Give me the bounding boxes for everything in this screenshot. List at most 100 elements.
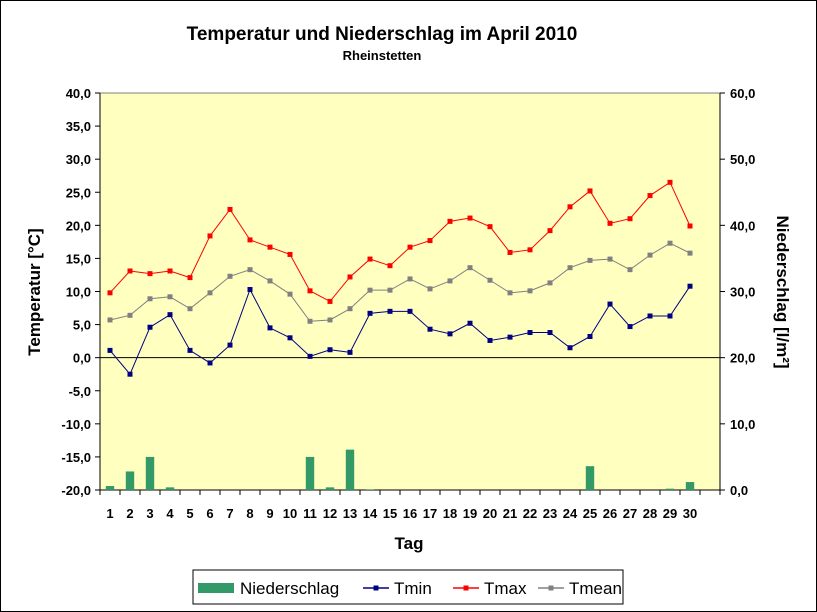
x-tick-label: 16 [403,506,417,521]
x-tick-label: 9 [266,506,273,521]
y-tick-right-label: 10,0 [730,417,755,432]
point-tmin [687,283,693,289]
point-tmax [467,215,473,221]
legend-marker-tmin [373,585,379,591]
point-tmean [567,265,573,271]
legend-swatch-niederschlag [198,583,234,593]
y-tick-left-label: 25,0 [66,185,91,200]
y-tick-right-label: 40,0 [730,218,755,233]
bar-niederschlag [345,449,355,490]
point-tmin [567,345,573,351]
point-tmean [207,290,213,296]
point-tmin [167,312,173,318]
point-tmax [407,244,413,250]
y-tick-right-label: 0,0 [730,483,748,498]
x-axis: 1 2 3 4 5 6 7 8 9 10 11 12 13 14 15 16 17 18 19 20 21 22 23 24 2… [99,489,721,521]
point-tmin [627,324,633,330]
x-tick-label: 28 [643,506,657,521]
y-tick-right-label: 30,0 [730,285,755,300]
y-tick-left-label: 20,0 [66,218,91,233]
y-axis-left: 40,0 35,0 30,0 25,0 20,0 15,0 10,0 5,0 0,0 -5,0 -1… [61,86,101,498]
point-tmax [267,244,273,250]
point-tmin [287,335,293,341]
line-tmax [109,181,691,303]
point-tmin [147,324,153,330]
line-series-group [107,179,693,377]
point-tmean [587,257,593,263]
x-tick-label: 14 [363,506,378,521]
series-tmean [107,240,693,324]
point-tmean [367,287,373,293]
point-tmean [607,256,613,262]
y-tick-left-label: 5,0 [73,318,91,333]
point-tmean [487,277,493,283]
series-tmin [107,283,693,377]
point-tmax [387,263,393,269]
legend-marker-tmax [463,585,469,591]
x-tick-label: 23 [543,506,557,521]
y-tick-left-label: -5,0 [69,384,91,399]
legend-label-tmin: Tmin [394,579,432,598]
y-axis-right-label: Niederschlag [l/m²] [773,215,792,368]
point-tmin [127,371,133,377]
y-tick-right-label: 20,0 [730,351,755,366]
x-tick-label: 4 [166,506,174,521]
point-tmin [527,330,533,336]
x-tick-label: 5 [186,506,193,521]
x-tick-label: 27 [623,506,637,521]
point-tmean [267,278,273,284]
point-tmean [547,280,553,286]
point-tmax [287,251,293,257]
y-axis-right: 60,0 50,0 40,0 30,0 20,0 10,0 0,0 [719,86,755,498]
point-tmin [587,333,593,339]
point-tmax [647,193,653,199]
x-tick-label: 24 [563,506,578,521]
point-tmax [547,228,553,234]
x-tick-label: 17 [423,506,437,521]
point-tmin [487,337,493,343]
y-tick-left-label: 30,0 [66,152,91,167]
x-tick-label: 18 [443,506,457,521]
y-tick-left-label: 40,0 [66,86,91,101]
plot-area [99,92,721,491]
chart-title: Temperatur und Niederschlag im April 201… [187,24,578,45]
point-tmax [347,274,353,280]
point-tmin [507,334,513,340]
bar-niederschlag [165,487,175,490]
y-tick-left-label: -10,0 [61,417,91,432]
x-tick-label: 2 [126,506,133,521]
point-tmean [407,276,413,282]
x-tick-label: 13 [343,506,357,521]
legend: Niederschlag Tmin Tmax Tmean [192,569,624,605]
point-tmean [627,267,633,273]
y-tick-right-label: 50,0 [730,152,755,167]
point-tmax [147,271,153,277]
point-tmin [327,347,333,353]
x-tick-label: 3 [146,506,153,521]
series-tmax [107,179,693,304]
point-tmin [267,325,273,331]
point-tmin [347,349,353,355]
x-tick-label: 1 [106,506,113,521]
point-tmax [447,218,453,224]
x-tick-label: 7 [226,506,233,521]
x-axis-label: Tag [395,534,424,553]
x-tick-label: 21 [503,506,517,521]
point-tmean [227,273,233,279]
point-tmax [687,223,693,229]
bar-series-niederschlag [105,449,695,490]
bar-niederschlag [145,456,155,490]
line-tmin [109,285,691,376]
legend-label-tmean: Tmean [569,579,622,598]
bar-niederschlag [305,456,315,490]
point-tmax [307,288,313,294]
point-tmean [127,312,133,318]
point-tmean [307,318,313,324]
point-tmean [287,291,293,297]
bar-niederschlag [125,471,135,490]
x-tick-label: 12 [323,506,337,521]
x-tick-label: 20 [483,506,497,521]
point-tmin [207,360,213,366]
point-tmin [307,353,313,359]
